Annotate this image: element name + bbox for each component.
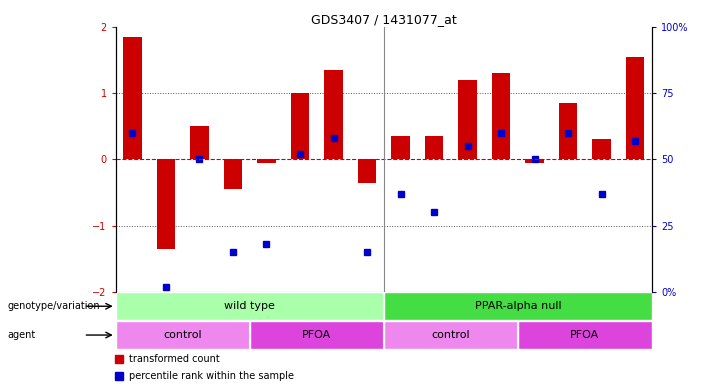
- Bar: [157, 159, 175, 249]
- Text: agent: agent: [7, 330, 35, 340]
- Bar: [526, 159, 544, 163]
- Text: PFOA: PFOA: [302, 330, 332, 340]
- Bar: [250, 321, 384, 349]
- Title: GDS3407 / 1431077_at: GDS3407 / 1431077_at: [311, 13, 456, 26]
- Text: PPAR-alpha null: PPAR-alpha null: [475, 301, 562, 311]
- Text: transformed count: transformed count: [128, 354, 219, 364]
- Bar: [190, 126, 209, 159]
- Bar: [559, 103, 578, 159]
- Bar: [518, 321, 652, 349]
- Bar: [592, 139, 611, 159]
- Bar: [257, 159, 275, 163]
- Text: control: control: [163, 330, 202, 340]
- Text: control: control: [432, 330, 470, 340]
- Bar: [492, 73, 510, 159]
- Bar: [116, 293, 384, 320]
- Text: percentile rank within the sample: percentile rank within the sample: [128, 371, 294, 381]
- Bar: [384, 321, 518, 349]
- Bar: [384, 293, 652, 320]
- Bar: [358, 159, 376, 182]
- Text: genotype/variation: genotype/variation: [7, 301, 100, 311]
- Text: PFOA: PFOA: [571, 330, 599, 340]
- Text: wild type: wild type: [224, 301, 275, 311]
- Bar: [626, 57, 644, 159]
- Bar: [458, 80, 477, 159]
- Bar: [291, 93, 309, 159]
- Bar: [224, 159, 242, 189]
- Bar: [425, 136, 443, 159]
- Bar: [116, 321, 250, 349]
- Bar: [123, 37, 142, 159]
- Bar: [391, 136, 410, 159]
- Bar: [325, 70, 343, 159]
